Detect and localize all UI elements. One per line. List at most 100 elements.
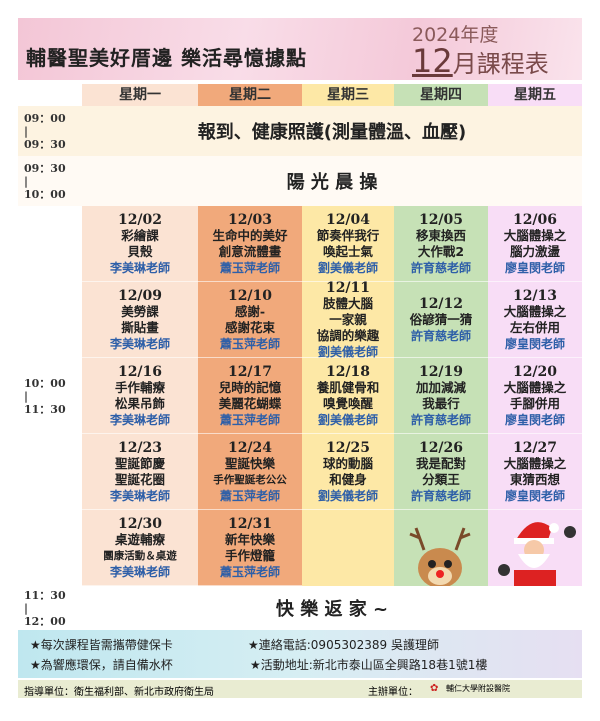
course-date: 12/19: [418, 363, 464, 380]
course-cell: 12/18 養肌健骨和 嗅覺喚醒 劉美儀老師: [302, 358, 394, 434]
course-teacher: 劉美儀老師: [317, 344, 378, 359]
time-slot-2: 09：30 | 10：00: [18, 156, 82, 206]
poster-header: 輔醫聖美好厝邊 樂活尋憶據點 2024年度 12月課程表: [18, 18, 582, 80]
host-label: 主辦單位：: [368, 687, 418, 698]
course-cell: 12/10 感謝- 感謝花束 蕭玉萍老師: [198, 282, 302, 358]
course-title: 大作戰2: [417, 243, 465, 259]
weekday-thu: 星期四: [394, 84, 488, 106]
course-title: 松果吊飾: [114, 395, 165, 411]
course-title: 和健身: [329, 471, 367, 487]
course-title: 撕貼畫: [121, 319, 159, 335]
course-title: 兒時的記憶: [218, 379, 282, 395]
course-title: 美勞課: [121, 303, 159, 319]
weekday-header: 星期一 星期二 星期三 星期四 星期五: [18, 84, 582, 106]
course-cell: 12/09 美勞課 撕貼畫 李美琳老師: [82, 282, 198, 358]
course-title: 感謝-: [234, 303, 266, 319]
course-title: 加加減減: [415, 379, 466, 395]
santa-illustration: [488, 510, 582, 586]
course-title: 我是配對: [415, 455, 466, 471]
course-title: 嗅覺喚醒: [322, 395, 373, 411]
weekday-wed: 星期三: [302, 84, 394, 106]
course-teacher: 李美琳老師: [109, 336, 170, 351]
course-teacher: 李美琳老師: [109, 564, 170, 579]
weekday-tue: 星期二: [198, 84, 302, 106]
course-title: 大腦體操之: [503, 303, 567, 319]
home-band: 快 樂 返 家 ~: [275, 599, 389, 620]
course-date: 12/30: [117, 515, 163, 532]
course-cell: 12/04 節奏伴我行 喚起士氣 劉美儀老師: [302, 206, 394, 282]
course-cell: 12/25 球的動腦 和健身 劉美儀老師: [302, 434, 394, 510]
course-date: 12/25: [325, 439, 371, 456]
course-date: 12/06: [512, 211, 558, 228]
course-title: 養肌健骨和: [316, 379, 380, 395]
hospital-logo: ✿: [430, 683, 439, 694]
schedule-grid: 09：00 | 09：30 報到、健康照護(測量體溫、血壓) 09：30 | 10：00…: [18, 106, 582, 630]
note-contact-phone: ★連絡電話:0905302389 吳護理師: [248, 638, 439, 652]
course-title: 大腦體操之: [503, 379, 567, 395]
course-title: 我最行: [422, 395, 460, 411]
course-title: 左右併用: [509, 319, 560, 335]
course-title: 感謝花束: [224, 319, 275, 335]
course-teacher: 許育慈老師: [410, 488, 471, 503]
course-date: 12/10: [227, 287, 273, 304]
course-title: 手作輔療: [114, 379, 165, 395]
course-title: 新年快樂: [224, 531, 275, 547]
note-water-cup: ★為響應環保，請自備水杯: [30, 658, 173, 672]
course-teacher: 劉美儀老師: [317, 412, 378, 427]
time-slot-4: 11：30 | 12：00: [24, 588, 66, 628]
course-date: 12/27: [512, 439, 558, 456]
course-cell: 12/30 桌遊輔療 團康活動＆桌遊 李美琳老師: [82, 510, 198, 586]
course-date: 12/17: [227, 363, 273, 380]
course-teacher: 蕭玉萍老師: [219, 412, 280, 427]
course-teacher: 廖皇閔老師: [504, 412, 565, 427]
course-teacher: 蕭玉萍老師: [219, 260, 280, 275]
course-date: 12/16: [117, 363, 163, 380]
course-cell: 12/17 兒時的記憶 美麗花蝴蝶 蕭玉萍老師: [198, 358, 302, 434]
course-cell: 12/31 新年快樂 手作燈籠 蕭玉萍老師: [198, 510, 302, 586]
month-suffix: 月課程表: [452, 50, 549, 78]
course-teacher: 廖皇閔老師: [504, 260, 565, 275]
course-title: 大腦體操之: [503, 455, 567, 471]
course-cell: 12/05 移東換西 大作戰2 許育慈老師: [394, 206, 488, 282]
course-title: 貝殼: [127, 243, 153, 259]
course-title: 手腳併用: [509, 395, 560, 411]
course-date: 12/24: [227, 439, 273, 456]
course-cell: 12/11 肢體大腦 一家親 協調的樂趣 劉美儀老師: [302, 279, 394, 359]
course-date: 12/03: [227, 211, 273, 228]
course-title: 彩繪課: [121, 227, 159, 243]
course-title: 手作燈籠: [224, 547, 275, 563]
course-teacher: 劉美儀老師: [317, 488, 378, 503]
course-cell: 12/13 大腦體操之 左右併用 廖皇閔老師: [488, 282, 582, 358]
weekday-mon: 星期一: [82, 84, 198, 106]
course-date: 12/04: [325, 211, 371, 228]
course-cell: 12/27 大腦體操之 東猜西想 廖皇閔老師: [488, 434, 582, 510]
course-date: 12/13: [512, 287, 558, 304]
exercise-band: 陽 光 晨 操: [82, 156, 582, 206]
course-date: 12/26: [418, 439, 464, 456]
course-teacher: 蕭玉萍老師: [219, 336, 280, 351]
year-label: 2024年度: [412, 24, 499, 46]
course-date: 12/31: [227, 515, 273, 532]
course-teacher: 蕭玉萍老師: [219, 564, 280, 579]
footer-bar: 指導單位：衛生福利部、新北市政府衛生局 主辦單位： ✿ 輔仁大學附設醫院: [18, 680, 582, 698]
course-title: 東猜西想: [509, 471, 560, 487]
course-title: 生命中的美好: [212, 227, 288, 243]
course-teacher: 許育慈老師: [410, 412, 471, 427]
course-teacher: 李美琳老師: [109, 412, 170, 427]
reindeer-illustration: [394, 510, 488, 588]
course-teacher: 廖皇閔老師: [504, 336, 565, 351]
course-teacher: 許育慈老師: [410, 260, 471, 275]
course-cell: 12/23 聖誕節慶 聖誕花圈 李美琳老師: [82, 434, 198, 510]
course-title: 團康活動＆桌遊: [103, 549, 177, 562]
course-title: 大腦體操之: [503, 227, 567, 243]
course-cell: 12/03 生命中的美好 創意流體畫 蕭玉萍老師: [198, 206, 302, 282]
guide-unit: 指導單位：衛生福利部、新北市政府衛生局: [24, 687, 214, 698]
weekday-fri: 星期五: [488, 84, 582, 106]
course-title: 俗諺猜一猜: [409, 311, 473, 327]
course-cell: 12/12 俗諺猜一猜 許育慈老師: [394, 282, 488, 358]
course-date: 12/11: [325, 279, 371, 296]
course-teacher: 劉美儀老師: [317, 260, 378, 275]
course-cell: 12/26 我是配對 分類王 許育慈老師: [394, 434, 488, 510]
course-title: 節奏伴我行: [316, 227, 380, 243]
course-date: 12/18: [325, 363, 371, 380]
